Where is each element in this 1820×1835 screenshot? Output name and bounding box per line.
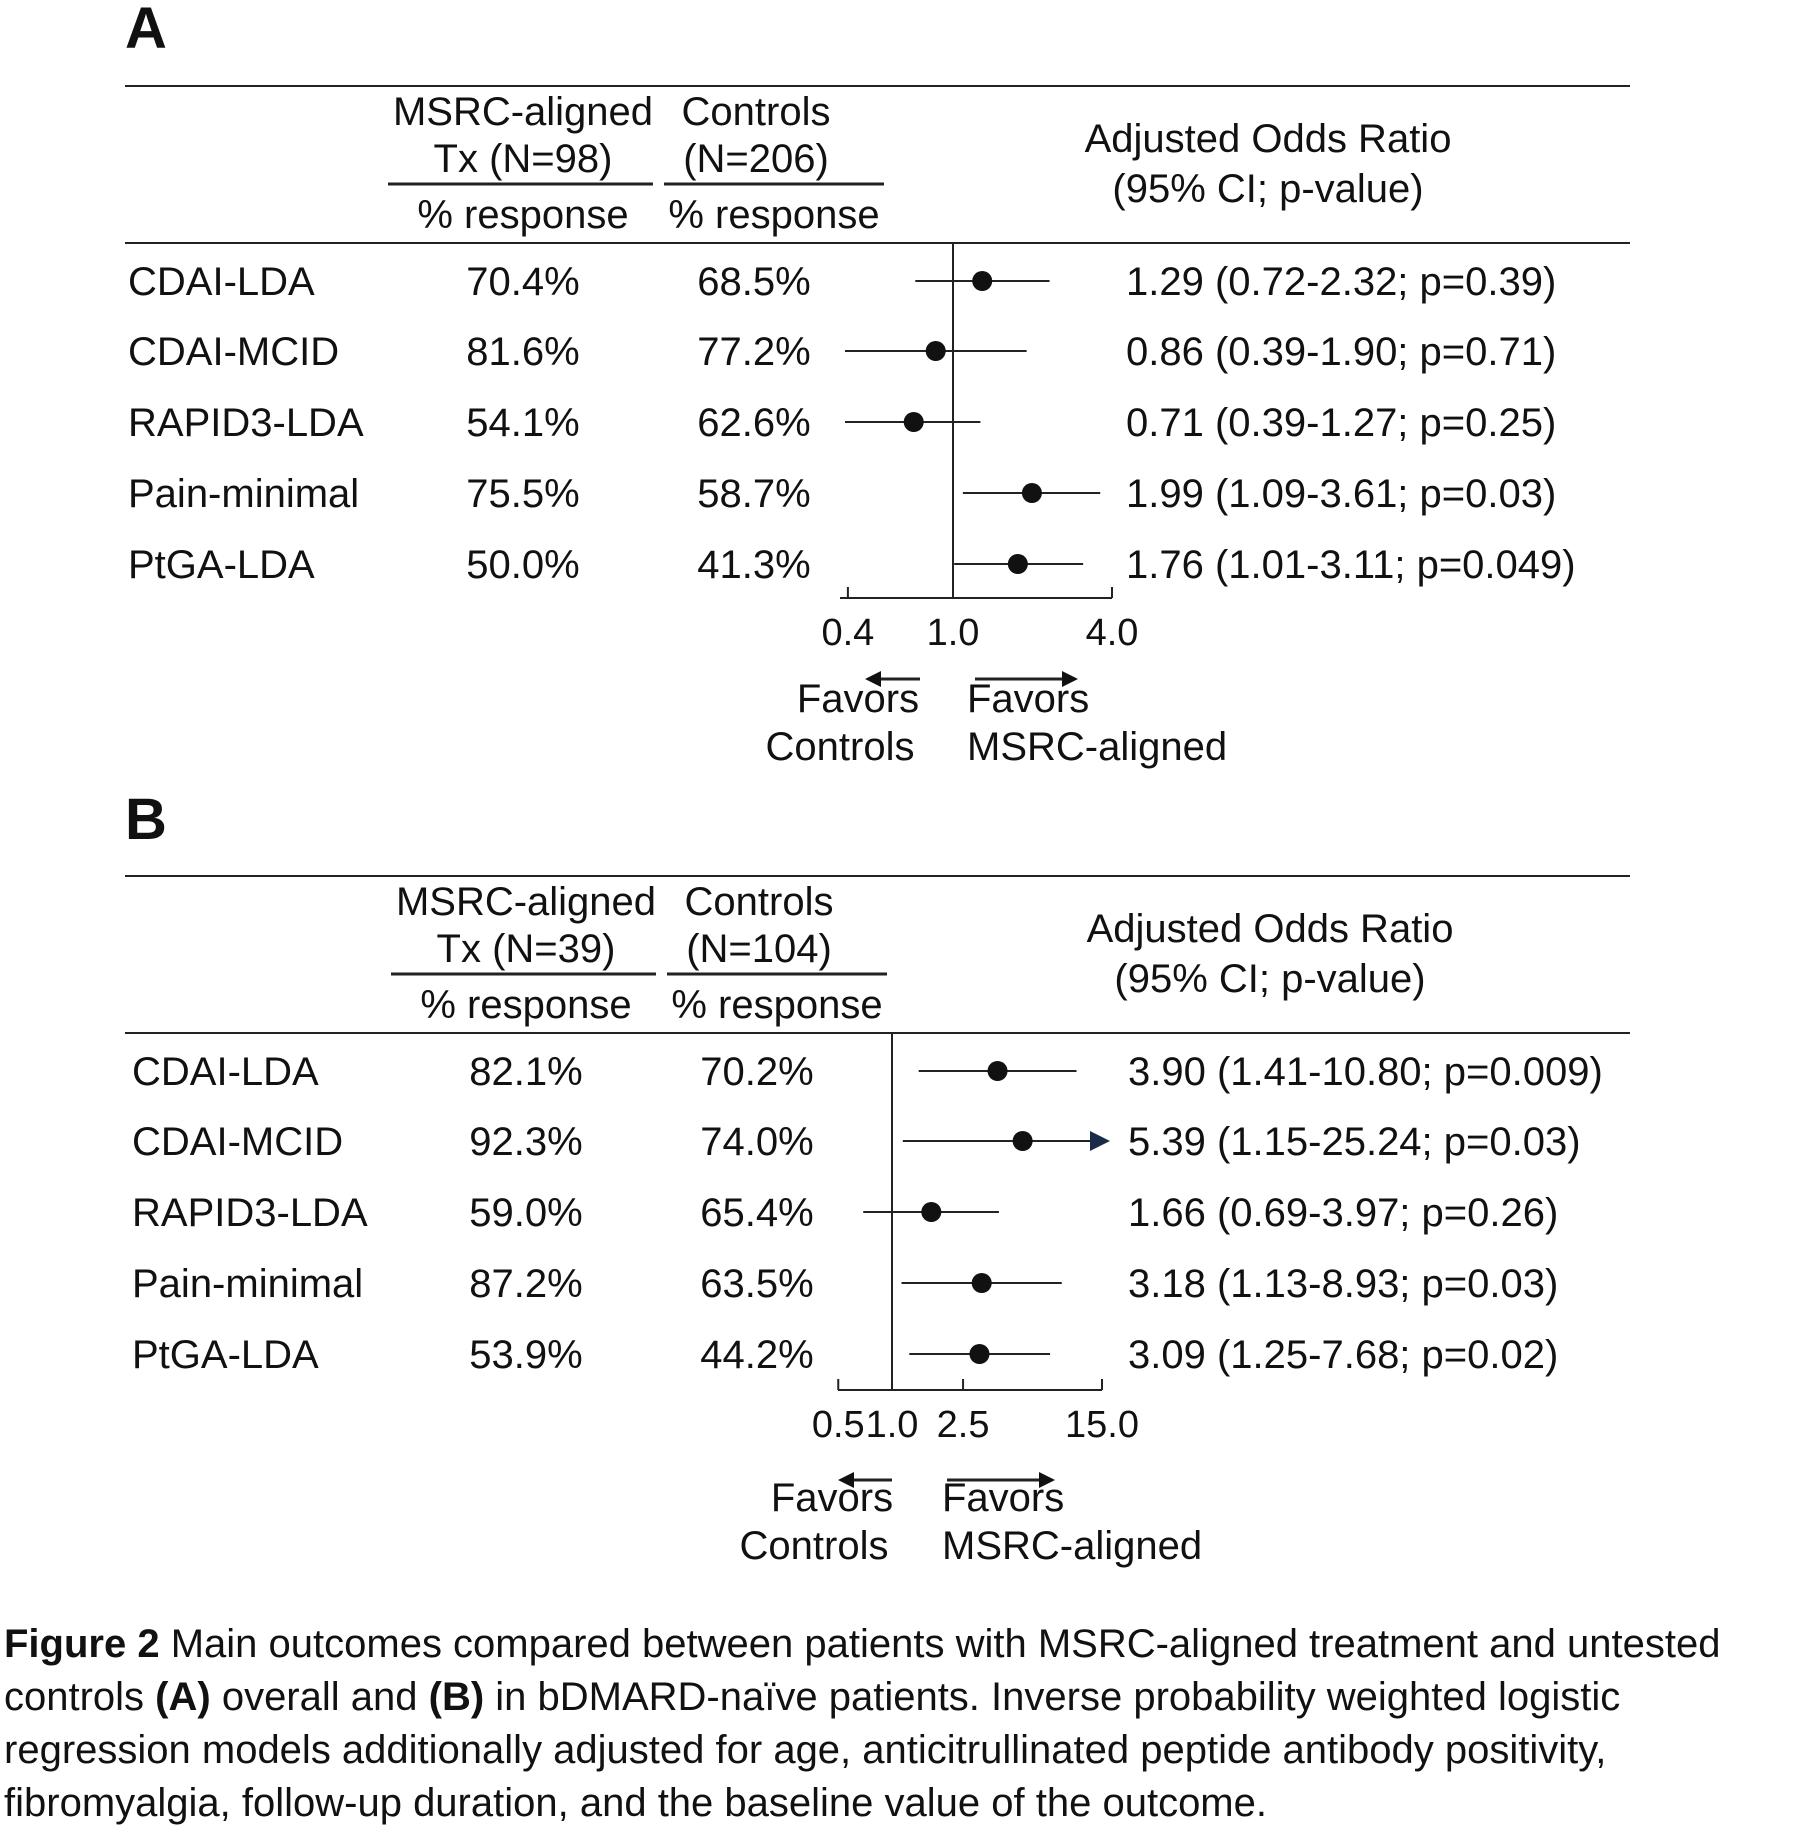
caption-text-1: Main outcomes compared between patients … — [4, 1622, 1721, 1719]
panel-a-or-point — [972, 271, 993, 291]
panel-b-x-tick-label: 1.0 — [866, 1404, 919, 1446]
panel-a-or-text: 0.71 (0.39-1.27; p=0.25) — [1126, 401, 1556, 445]
panel-a-favors-controls-arrowhead — [865, 671, 881, 687]
panel-b-favors-msrc-line1: Favors — [942, 1476, 1064, 1520]
panel-a-controls-header-line1: Controls — [682, 90, 831, 134]
panel-a-favors-msrc-line1: Favors — [967, 677, 1089, 721]
panel-a-or-header-line1: Adjusted Odds Ratio — [1085, 117, 1452, 161]
panel-a-or-point — [903, 412, 924, 432]
caption-bold-b: (B) — [428, 1675, 485, 1719]
caption-label: Figure 2 — [4, 1622, 160, 1666]
panel-a-favors-controls-line2: Controls — [766, 725, 915, 769]
figure-caption: Figure 2 Main outcomes compared between … — [4, 1618, 1814, 1830]
panel-a-msrc-header-line2: Tx (N=98) — [434, 137, 613, 181]
panel-b-favors-msrc-arrowhead — [1039, 1472, 1055, 1488]
panel-a-controls-header-line2: (N=206) — [683, 137, 829, 181]
panel-b-msrc-value: 92.3% — [469, 1120, 582, 1164]
panel-b-controls-value: 63.5% — [700, 1262, 813, 1306]
panel-b-or-point — [971, 1273, 992, 1293]
panel-b-or-text: 3.18 (1.13-8.93; p=0.03) — [1128, 1262, 1558, 1306]
panel-a-x-tick-label: 1.0 — [927, 612, 980, 654]
panel-a-x-tick-label: 4.0 — [1086, 612, 1139, 654]
panel-b-or-header-line2: (95% CI; p-value) — [1114, 957, 1425, 1001]
panel-a-row-label: RAPID3-LDA — [128, 401, 364, 445]
panel-b-or-point — [1012, 1131, 1033, 1151]
panel-a-msrc-value: 81.6% — [466, 330, 579, 374]
panel-a-msrc-subheader: % response — [417, 193, 628, 237]
panel-b-controls-value: 74.0% — [700, 1120, 813, 1164]
panel-b-controls-value: 70.2% — [700, 1050, 813, 1094]
panel-b-row-label: RAPID3-LDA — [132, 1191, 368, 1235]
panel-b-or-point — [987, 1061, 1008, 1081]
panel-a-or-point — [1007, 554, 1028, 574]
panel-b-msrc-header-line1: MSRC-aligned — [396, 880, 656, 924]
panel-b-msrc-value: 59.0% — [469, 1191, 582, 1235]
panel-b-row-label: CDAI-MCID — [132, 1120, 343, 1164]
panel-a-row-label: PtGA-LDA — [128, 543, 315, 587]
panel-a-favors-msrc-arrowhead — [1062, 671, 1078, 687]
panel-b-x-tick-label: 15.0 — [1065, 1404, 1139, 1446]
panel-b-controls-header-line2: (N=104) — [686, 927, 832, 971]
panel-b-msrc-header-line2: Tx (N=39) — [437, 927, 616, 971]
panel-b-row-label: PtGA-LDA — [132, 1333, 319, 1377]
panel-a-letter: A — [125, 0, 167, 61]
panel-a-row-label: CDAI-LDA — [128, 260, 315, 304]
panel-a-msrc-value: 54.1% — [466, 401, 579, 445]
caption-text-3: in bDMARD-naïve patients. Inverse probab… — [4, 1675, 1621, 1825]
panel-b-favors-msrc-line2: MSRC-aligned — [942, 1524, 1202, 1568]
panel-b-msrc-value: 82.1% — [469, 1050, 582, 1094]
panel-a-msrc-value: 50.0% — [466, 543, 579, 587]
panel-b-or-point — [969, 1344, 990, 1364]
panel-a-favors-controls-line1: Favors — [797, 677, 919, 721]
panel-a-x-tick-label: 0.4 — [821, 612, 874, 654]
caption-bold-a: (A) — [155, 1675, 211, 1719]
panel-a-or-point — [1021, 483, 1042, 503]
panel-a-controls-value: 62.6% — [697, 401, 810, 445]
panel-a-controls-subheader: % response — [668, 193, 879, 237]
panel-b-or-header-line1: Adjusted Odds Ratio — [1087, 907, 1454, 951]
caption-text-2: overall and — [210, 1675, 429, 1719]
panel-a-controls-value: 58.7% — [697, 472, 810, 516]
panel-b-or-text: 3.09 (1.25-7.68; p=0.02) — [1128, 1333, 1558, 1377]
panel-b-or-text: 3.90 (1.41-10.80; p=0.009) — [1128, 1050, 1603, 1094]
panel-a-or-header-line2: (95% CI; p-value) — [1112, 167, 1423, 211]
panel-b-x-tick-label: 0.5 — [812, 1404, 865, 1446]
panel-a-msrc-value: 70.4% — [466, 260, 579, 304]
panel-b-or-text: 1.66 (0.69-3.97; p=0.26) — [1128, 1191, 1558, 1235]
panel-a-controls-value: 77.2% — [697, 330, 810, 374]
panel-a-row-label: CDAI-MCID — [128, 330, 339, 374]
panel-b-favors-controls-arrowhead — [838, 1472, 854, 1488]
panel-b-controls-value: 65.4% — [700, 1191, 813, 1235]
panel-b-msrc-value: 87.2% — [469, 1262, 582, 1306]
panel-b-msrc-value: 53.9% — [469, 1333, 582, 1377]
panel-b-controls-subheader: % response — [671, 983, 882, 1027]
panel-a-or-text: 0.86 (0.39-1.90; p=0.71) — [1126, 330, 1556, 374]
panel-b-ci-truncation-arrow — [1090, 1131, 1110, 1151]
panel-a-or-point — [925, 341, 946, 361]
panel-b-or-text: 5.39 (1.15-25.24; p=0.03) — [1128, 1120, 1581, 1164]
panel-a-or-text: 1.99 (1.09-3.61; p=0.03) — [1126, 472, 1556, 516]
panel-b-controls-value: 44.2% — [700, 1333, 813, 1377]
panel-a-row-label: Pain-minimal — [128, 472, 359, 516]
panel-a-favors-msrc-line2: MSRC-aligned — [967, 725, 1227, 769]
panel-a-controls-value: 68.5% — [697, 260, 810, 304]
panel-b-letter: B — [125, 787, 167, 852]
panel-b-msrc-subheader: % response — [420, 983, 631, 1027]
panel-a-controls-value: 41.3% — [697, 543, 810, 587]
panel-b-favors-controls-line2: Controls — [740, 1524, 889, 1568]
panel-b-row-label: Pain-minimal — [132, 1262, 363, 1306]
panel-a-or-text: 1.76 (1.01-3.11; p=0.049) — [1126, 543, 1576, 587]
panel-b-favors-controls-line1: Favors — [771, 1476, 893, 1520]
panel-a-or-text: 1.29 (0.72-2.32; p=0.39) — [1126, 260, 1556, 304]
panel-b-row-label: CDAI-LDA — [132, 1050, 319, 1094]
panel-b-or-point — [921, 1202, 942, 1222]
panel-a-msrc-header-line1: MSRC-aligned — [393, 90, 653, 134]
panel-a-msrc-value: 75.5% — [466, 472, 579, 516]
panel-b-controls-header-line1: Controls — [685, 880, 834, 924]
panel-b-x-tick-label: 2.5 — [937, 1404, 990, 1446]
